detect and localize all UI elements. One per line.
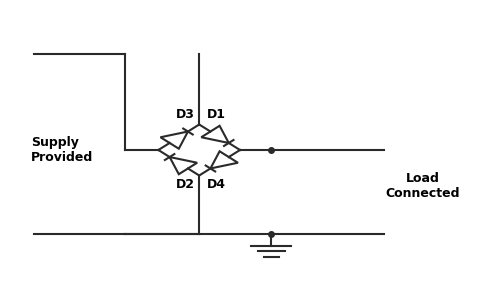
Text: Load
Connected: Load Connected (385, 172, 460, 200)
Text: D1: D1 (206, 109, 226, 122)
Text: D4: D4 (206, 178, 226, 191)
Text: D2: D2 (175, 178, 194, 191)
Text: D3: D3 (176, 109, 194, 122)
Text: Supply
Provided: Supply Provided (31, 136, 94, 164)
